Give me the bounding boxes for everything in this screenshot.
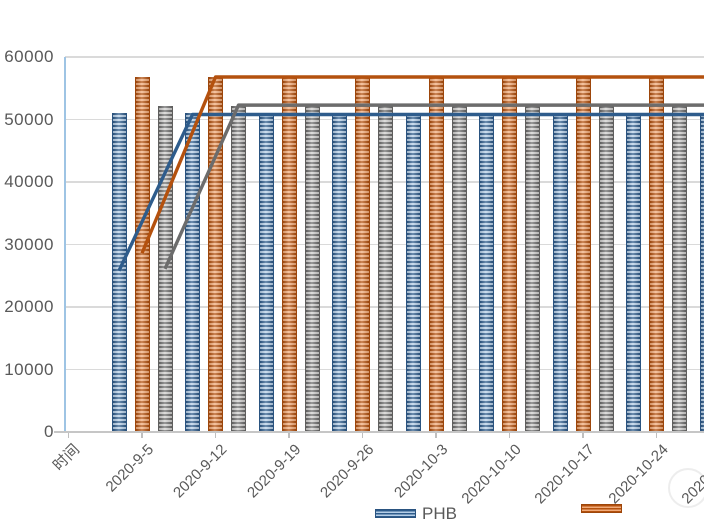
- bar-orange: [134, 77, 150, 432]
- legend-swatch-orange: [581, 504, 622, 513]
- legend-item-orange: [581, 504, 628, 513]
- x-axis-tick: [582, 433, 584, 438]
- y-axis-label: 50000: [4, 109, 54, 129]
- bar-phb-blue: [185, 113, 200, 432]
- x-axis-tick: [214, 433, 217, 438]
- bar-phb-blue: [405, 113, 421, 432]
- y-axis-line: [64, 57, 66, 433]
- bar-orange: [355, 77, 370, 432]
- x-axis-tick: [288, 433, 290, 438]
- bar-phb-blue: [552, 113, 568, 432]
- bar-gray: [231, 105, 246, 432]
- bar-gray: [525, 105, 540, 432]
- bar-phb-blue: [699, 113, 704, 432]
- orange-trend-line: [140, 75, 704, 254]
- bar-gray: [157, 105, 173, 432]
- y-axis-label: 10000: [4, 359, 54, 379]
- x-axis-tick: [361, 433, 364, 438]
- bar-gray: [304, 105, 320, 432]
- bar-gray: [672, 105, 687, 432]
- x-axis-label: 2020-9-26: [317, 441, 378, 502]
- x-axis-tick: [67, 433, 70, 438]
- x-axis-tick: [655, 433, 658, 438]
- y-axis-label: 20000: [4, 297, 54, 316]
- y-axis-label: 0: [44, 422, 54, 441]
- bar-orange: [502, 77, 517, 432]
- x-axis-label: 2020-10-10: [458, 441, 525, 508]
- bar-gray: [378, 105, 393, 432]
- bar-phb-blue: [479, 113, 494, 432]
- legend-swatch-blue: [375, 509, 416, 518]
- bar-gray: [451, 105, 467, 432]
- x-axis-line: [54, 430, 704, 433]
- x-axis-label: 2020-9-5: [102, 441, 158, 496]
- x-axis-label: 时间: [50, 441, 84, 475]
- watermark-circle: [668, 468, 704, 508]
- x-axis-tick: [435, 433, 437, 438]
- x-axis-tick: [141, 433, 143, 438]
- bar-orange: [281, 77, 297, 432]
- x-axis-label: 2020-9-19: [243, 441, 305, 502]
- y-axis-label: 40000: [4, 172, 54, 191]
- bar-orange: [649, 77, 664, 432]
- x-axis-label: 2020-10-3: [390, 441, 452, 502]
- bar-phb-blue: [111, 113, 127, 432]
- legend-item-phb: PHB: [375, 504, 457, 523]
- bar-phb-blue: [626, 113, 641, 432]
- y-axis-label: 60000: [4, 47, 54, 66]
- bar-gray: [598, 105, 614, 432]
- x-axis-label: 2020-9-12: [170, 441, 231, 502]
- bar-orange: [208, 77, 223, 432]
- x-axis-label: 2020-10-24: [605, 441, 672, 508]
- bar-phb-blue: [258, 113, 274, 432]
- x-axis-tick: [508, 433, 511, 438]
- bar-orange: [575, 77, 591, 432]
- y-axis-label: 30000: [4, 234, 54, 254]
- x-axis-label: 2020-10-17: [531, 441, 599, 508]
- bar-phb-blue: [332, 113, 347, 432]
- legend-label-phb: PHB: [422, 504, 457, 523]
- bar-orange: [428, 77, 444, 432]
- gridline: [65, 56, 704, 58]
